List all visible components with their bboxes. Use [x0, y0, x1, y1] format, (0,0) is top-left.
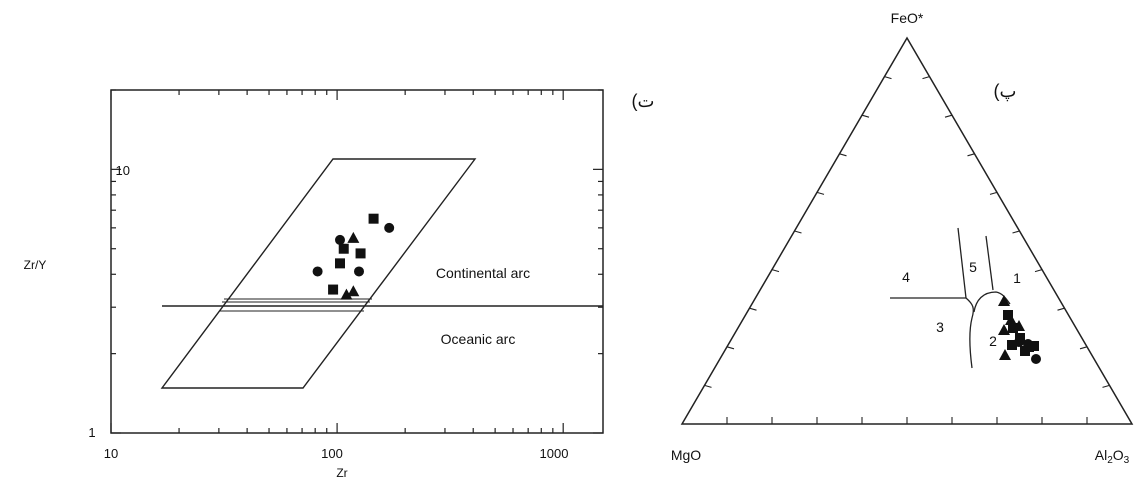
ternary-tick	[922, 76, 930, 80]
triangle-point	[347, 285, 360, 297]
ternary-triangle	[680, 36, 1134, 425]
field-label-4: 4	[902, 269, 910, 285]
square-point	[338, 243, 349, 254]
ternary-circle-point	[1031, 354, 1041, 364]
ternary-field-boundaries	[890, 227, 1011, 369]
ternary-ticks	[704, 76, 1110, 424]
apex-label-feo: FeO*	[891, 10, 924, 26]
x-axis-label: Zr	[336, 466, 347, 479]
ternary-tick	[794, 230, 802, 234]
square-point	[368, 213, 379, 224]
ternary-tick	[1102, 384, 1110, 388]
oceanic-arc-label: Oceanic arc	[441, 331, 516, 347]
y-tick-label-1: 1	[88, 425, 95, 440]
triangle-point	[340, 288, 353, 300]
ternary-tick	[861, 114, 870, 118]
field-label-2: 2	[989, 333, 997, 349]
ternary-tick	[1079, 346, 1088, 350]
field-label-3: 3	[936, 319, 944, 335]
tectonic-fields	[160, 158, 603, 389]
ternary-tick	[771, 269, 780, 273]
zr-zry-chart: 10 1 10 100 1000 Zr Zr/Y Continental arc…	[24, 89, 655, 479]
ternary-tick	[839, 153, 847, 157]
x-tick-label-1000: 1000	[540, 446, 569, 461]
apex-label-al2o3: Al2O3	[1095, 447, 1130, 466]
circle-point	[354, 266, 365, 277]
ternary-triangle-point	[999, 349, 1011, 360]
ternary-tick	[1057, 307, 1065, 311]
ternary-square-point	[1029, 341, 1039, 351]
ternary-tick	[1034, 269, 1043, 273]
afm-ternary-chart: FeO* MgO Al2O3 1 2 3 4 5 پ)	[671, 10, 1134, 466]
square-point	[328, 284, 339, 295]
ternary-tick	[726, 346, 735, 350]
panel-label-left: ت)	[632, 91, 655, 111]
ternary-triangle-point	[1005, 314, 1017, 325]
arc-field-parallelogram	[160, 158, 477, 389]
y-axis-label: Zr/Y	[24, 258, 47, 272]
apex-label-mgo: MgO	[671, 447, 701, 463]
circle-point	[334, 234, 345, 245]
field-label-1: 1	[1013, 270, 1021, 286]
ternary-tick	[1012, 230, 1020, 234]
ternary-square-point	[1007, 340, 1017, 350]
plot-frame	[110, 89, 604, 434]
panel-label-right: پ)	[994, 81, 1017, 102]
square-point	[355, 248, 366, 259]
ternary-tick	[884, 76, 892, 80]
ternary-tick	[816, 191, 825, 195]
ternary-square-point	[1003, 310, 1013, 320]
x-tick-label-100: 100	[321, 446, 343, 461]
ternary-points	[998, 295, 1041, 364]
ternary-square-point	[1015, 333, 1025, 343]
ternary-tick	[944, 114, 953, 118]
ternary-triangle-point	[998, 324, 1010, 335]
triangle-point	[347, 231, 360, 243]
data-points	[312, 213, 395, 300]
y-tick-label-10: 10	[116, 163, 130, 178]
x-tick-label-10: 10	[104, 446, 118, 461]
axis-ticks	[110, 89, 603, 434]
ternary-triangle-point	[1013, 320, 1025, 331]
field-label-5: 5	[969, 259, 977, 275]
ternary-square-point	[1020, 346, 1030, 356]
ternary-triangle-point	[998, 295, 1010, 306]
continental-arc-label: Continental arc	[436, 265, 530, 281]
square-point	[334, 258, 345, 269]
ternary-tick	[989, 191, 998, 195]
ternary-tick	[749, 307, 757, 311]
ternary-tick	[967, 153, 975, 157]
ternary-square-point	[1008, 323, 1018, 333]
ternary-tick	[704, 384, 712, 388]
circle-point	[384, 222, 395, 233]
circle-point	[312, 266, 323, 277]
